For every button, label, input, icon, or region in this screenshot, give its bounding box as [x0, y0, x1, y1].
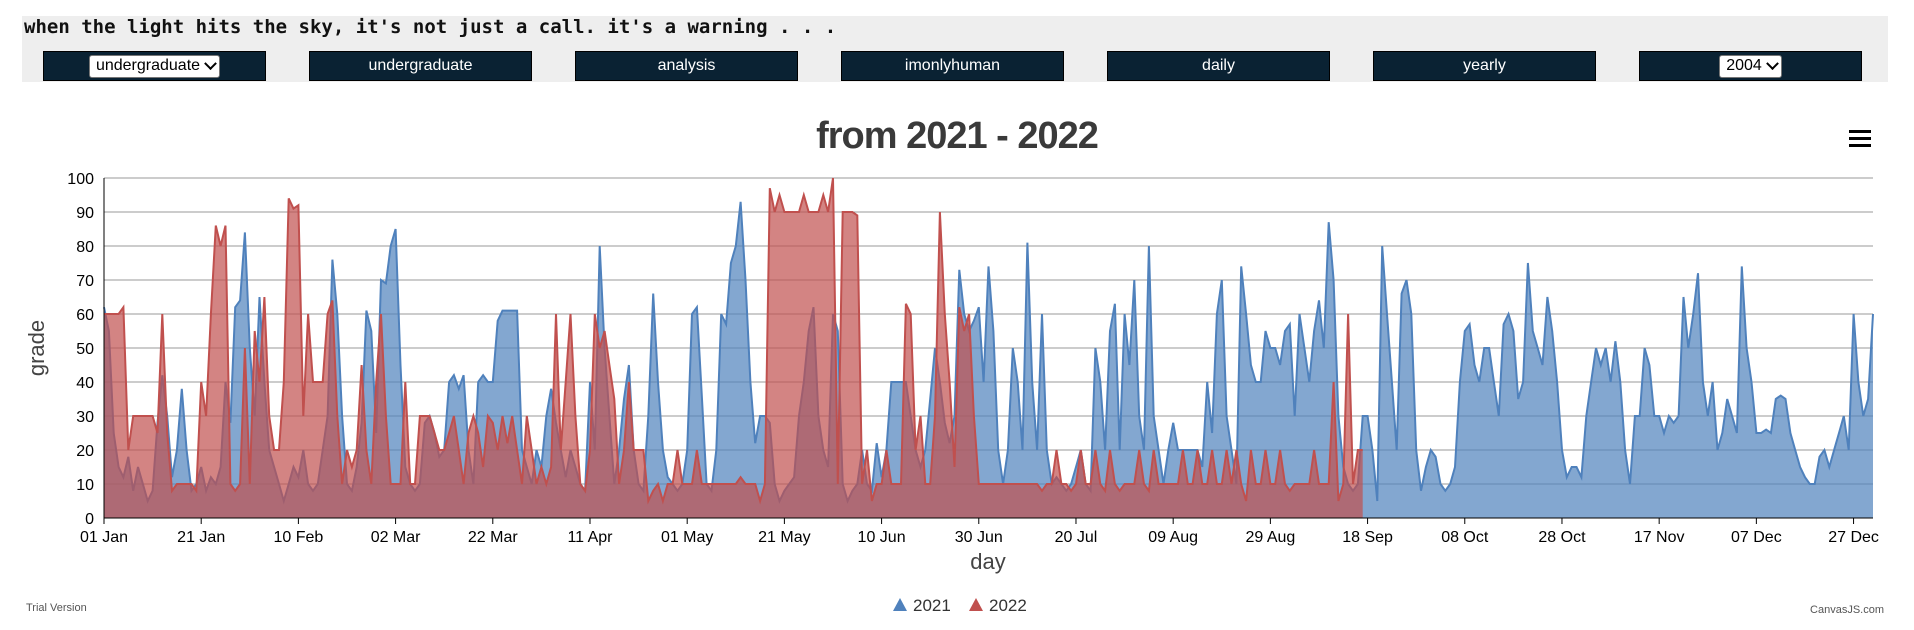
year-select-value: 2004	[1726, 57, 1762, 74]
y-tick-label: 70	[76, 273, 94, 290]
y-tick-label: 20	[76, 443, 94, 460]
canvasjs-credit: CanvasJS.com	[1810, 604, 1884, 616]
x-tick-label: 02 Mar	[371, 529, 421, 546]
area-chart: 0 10 20 30 40 50 60 70 80 90 100 01 Jan 21 Jan 10 Feb…	[24, 115, 1879, 615]
y-axis-title: grade	[24, 320, 49, 376]
x-tick-label: 29 Aug	[1245, 529, 1295, 546]
legend-marker-2021	[893, 598, 907, 611]
y-tick-label: 90	[76, 205, 94, 222]
area-fill-2021	[104, 201, 1873, 519]
x-tick-label: 20 Jul	[1055, 529, 1098, 546]
x-tick-label: 27 Dec	[1828, 529, 1879, 546]
legend-label-2021[interactable]: 2021	[913, 596, 951, 615]
y-tick-label: 100	[67, 171, 94, 188]
x-tick-label: 09 Aug	[1148, 529, 1198, 546]
x-tick-label: 08 Oct	[1441, 529, 1489, 546]
y-tick-label: 0	[85, 511, 94, 528]
level-select-control[interactable]: undergraduate	[43, 51, 266, 81]
daily-button[interactable]: daily	[1107, 51, 1330, 81]
trial-version-label: Trial Version	[26, 602, 87, 614]
x-axis-title: day	[970, 549, 1005, 574]
x-tick-label: 22 Mar	[468, 529, 518, 546]
y-tick-label: 30	[76, 409, 94, 426]
legend-marker-2022	[969, 598, 983, 611]
yearly-button[interactable]: yearly	[1373, 51, 1596, 81]
x-tick-label: 11 Apr	[567, 529, 613, 546]
chart-menu-icon[interactable]	[1849, 130, 1871, 150]
x-tick-label: 01 May	[661, 529, 713, 546]
level-select[interactable]: undergraduate	[88, 54, 221, 78]
imonlyhuman-button[interactable]: imonlyhuman	[841, 51, 1064, 81]
y-tick-label: 50	[76, 341, 94, 358]
undergraduate-button[interactable]: undergraduate	[309, 51, 532, 81]
x-tick-label: 28 Oct	[1538, 529, 1586, 546]
analysis-button[interactable]: analysis	[575, 51, 798, 81]
x-tick-label: 10 Jun	[858, 529, 906, 546]
series-line-2021	[103, 201, 1874, 505]
y-tick-label: 60	[76, 307, 94, 324]
x-tick-label: 30 Jun	[955, 529, 1003, 546]
year-select-control[interactable]: 2004	[1639, 51, 1862, 81]
x-tick-label: 21 May	[758, 529, 810, 546]
year-select[interactable]: 2004	[1719, 54, 1782, 78]
page-headline: when the light hits the sky, it's not ju…	[24, 16, 837, 38]
x-tick-label: 01 Jan	[80, 529, 128, 546]
chart-title: from 2021 - 2022	[816, 115, 1098, 157]
x-tick-label: 10 Feb	[273, 529, 323, 546]
x-tick-label: 18 Sep	[1342, 529, 1393, 546]
x-tick-label: 17 Nov	[1634, 529, 1685, 546]
header-banner: when the light hits the sky, it's not ju…	[0, 0, 1914, 82]
chart-legend: 2021 2022	[893, 596, 1027, 615]
y-tick-label: 80	[76, 239, 94, 256]
header-panel: when the light hits the sky, it's not ju…	[22, 16, 1888, 82]
y-tick-label: 40	[76, 375, 94, 392]
x-tick-label: 21 Jan	[177, 529, 225, 546]
chevron-down-icon	[204, 56, 217, 70]
series-line-2022	[104, 177, 1363, 505]
level-select-value: undergraduate	[95, 57, 201, 74]
legend-label-2022[interactable]: 2022	[989, 596, 1027, 615]
chart-axes: 0 10 20 30 40 50 60 70 80 90 100 01 Jan 21 Jan 10 Feb…	[67, 171, 1879, 546]
chevron-down-icon	[1765, 56, 1779, 70]
x-tick-label: 07 Dec	[1731, 529, 1782, 546]
y-tick-label: 10	[76, 477, 94, 494]
chart-areas	[103, 177, 1874, 519]
